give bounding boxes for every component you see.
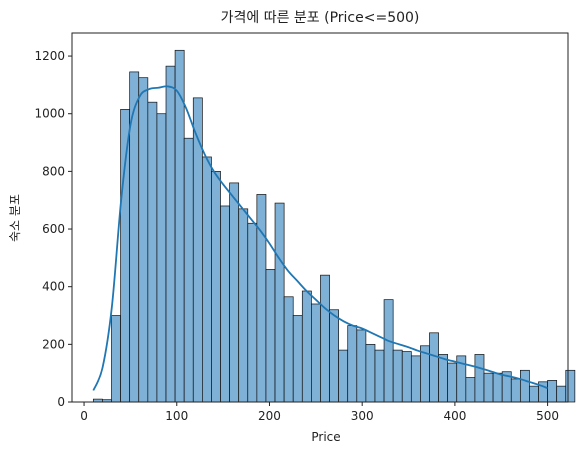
histogram-bar [492, 372, 503, 403]
y-tick-label: 0 [57, 395, 65, 409]
histogram-bar [374, 349, 385, 403]
histogram-bar [256, 194, 267, 403]
x-tick-label: 100 [165, 409, 188, 423]
x-tick-label: 400 [443, 409, 466, 423]
x-tick-label: 200 [258, 409, 281, 423]
histogram-bar [529, 385, 539, 403]
histogram-bar [383, 299, 394, 403]
histogram-bar [229, 182, 240, 403]
y-axis-label: 숙소 분포 [8, 194, 22, 242]
axes: 0 100 200 300 400 500 0 200 400 600 800 1000 1200 [34, 32, 569, 423]
histogram-bar [211, 171, 221, 403]
histogram-bar [320, 274, 330, 403]
histogram-bar [347, 325, 358, 403]
y-tick-label: 800 [42, 164, 65, 178]
plot-frame [71, 32, 569, 403]
histogram-bar [165, 65, 176, 403]
histogram-bar [556, 385, 567, 403]
histogram-bar [474, 354, 485, 403]
histogram-bar [365, 343, 376, 403]
x-tick-label: 500 [536, 409, 559, 423]
histogram-bar [447, 362, 458, 403]
histogram-bar [429, 332, 439, 403]
histogram-bar [238, 208, 249, 403]
histogram-bar [120, 109, 131, 403]
histogram-bar [138, 77, 149, 403]
histogram-bar [265, 269, 276, 403]
histogram-bar [410, 355, 421, 403]
y-tick-label: 1200 [34, 49, 65, 63]
histogram-bar [483, 372, 494, 403]
histogram-bar [547, 380, 558, 403]
histogram-bar [111, 315, 121, 403]
histogram-bar [202, 156, 212, 403]
histogram-bar [438, 354, 449, 403]
histogram-bar [392, 349, 403, 403]
histogram-bar [156, 113, 167, 403]
histogram-bar [510, 378, 521, 403]
y-tick-label: 200 [42, 337, 65, 351]
histogram-bars [92, 49, 576, 403]
histogram-bar [292, 315, 303, 403]
y-tick-label: 1000 [34, 107, 65, 121]
histogram-bar [565, 369, 576, 403]
histogram-bar [311, 303, 321, 403]
x-axis-ticks: 0 100 200 300 400 500 [80, 402, 559, 423]
histogram-bar [465, 377, 476, 403]
histogram-bar [338, 349, 349, 403]
kde-curve [92, 85, 548, 391]
y-tick-label: 400 [42, 280, 65, 294]
x-tick-label: 0 [80, 409, 88, 423]
histogram-bar [329, 309, 339, 403]
histogram-bar [192, 97, 203, 403]
histogram-bar [356, 329, 367, 403]
histogram-bar [283, 296, 294, 403]
chart-title: 가격에 따른 분포 (Price<=500) [221, 10, 420, 26]
x-axis-label: Price [311, 430, 340, 444]
y-axis-ticks: 0 200 400 600 800 1000 1200 [34, 49, 72, 409]
histogram-bar [301, 290, 312, 403]
histogram-bar [220, 205, 230, 403]
histogram-bar [147, 101, 158, 403]
histogram-bar [247, 222, 258, 403]
histogram-bar [401, 351, 412, 403]
x-tick-label: 300 [351, 409, 374, 423]
y-tick-label: 600 [42, 222, 65, 236]
histogram-bar [274, 202, 285, 403]
histogram-bar [519, 369, 530, 403]
histogram-bar [183, 137, 194, 403]
